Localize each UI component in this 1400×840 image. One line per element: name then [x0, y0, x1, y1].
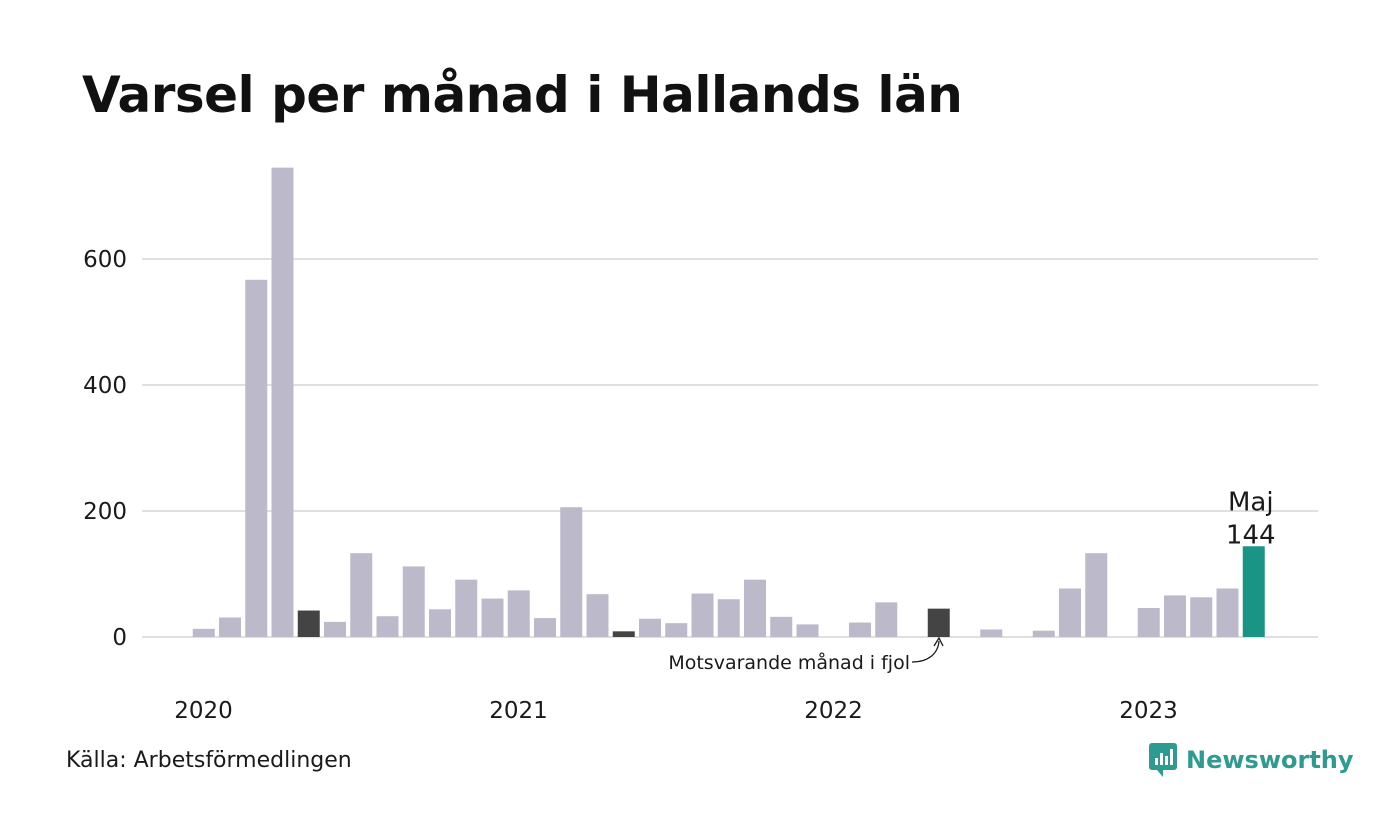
- bar-2020-02: [192, 628, 215, 637]
- bar-2022-01: [796, 624, 819, 637]
- bars: [192, 167, 1265, 637]
- x-tick-label-2020: 2020: [174, 698, 233, 724]
- bar-2020-09: [376, 616, 399, 637]
- bar-2022-03: [849, 622, 871, 637]
- bar-2020-07: [324, 621, 346, 637]
- source-note: Källa: Arbetsförmedlingen: [66, 748, 352, 773]
- newsworthy-logo-icon: [1149, 743, 1177, 777]
- x-tick-label-2022: 2022: [804, 698, 863, 724]
- bar-2021-09: [691, 593, 714, 637]
- bar-2022-06: [927, 608, 950, 637]
- y-tick-label: 400: [83, 373, 127, 399]
- bar-2022-04: [875, 602, 898, 637]
- bar-2021-06: [612, 631, 635, 637]
- highlight-value-label: 144: [1226, 520, 1276, 550]
- bar-2023-04: [1190, 597, 1213, 637]
- bar-undefined: [1242, 546, 1265, 637]
- brand-logo[interactable]: Newsworthy: [1148, 742, 1354, 778]
- bar-2023-05: [1216, 588, 1239, 637]
- bar-2021-12: [770, 616, 793, 637]
- bar-2020-11: [429, 609, 451, 637]
- bar-2020-10: [402, 566, 425, 637]
- y-axis-ticks: 0 200 400 600: [83, 247, 127, 651]
- bar-2023-03: [1164, 595, 1186, 637]
- bar-2020-08: [350, 553, 373, 637]
- y-tick-label: 200: [83, 499, 127, 525]
- highlight-label-group: Maj 144: [1226, 487, 1276, 550]
- highlight-month-label: Maj: [1228, 487, 1274, 517]
- annotation-text: Motsvarande månad i fjol: [668, 651, 910, 674]
- chart-title: Varsel per månad i Hallands län: [82, 66, 963, 124]
- bar-2020-04: [245, 279, 268, 637]
- x-tick-label-2021: 2021: [489, 698, 548, 724]
- bar-2022-10: [1032, 630, 1055, 637]
- annotation-arrow: [911, 640, 940, 663]
- bar-2020-03: [219, 617, 241, 637]
- bar-2021-11: [744, 579, 766, 637]
- annotation-arrowhead: [933, 636, 944, 647]
- y-tick-label: 600: [83, 247, 127, 273]
- bar-2021-01: [481, 598, 504, 637]
- bar-2021-05: [586, 594, 609, 637]
- bar-2022-12: [1085, 553, 1108, 637]
- bar-2021-08: [665, 623, 688, 637]
- bar-2020-12: [455, 579, 478, 637]
- annotation-group: Motsvarande månad i fjol: [668, 636, 944, 674]
- bar-2020-05: [271, 167, 294, 637]
- bar-2021-04: [560, 507, 583, 637]
- bar-2021-03: [534, 618, 556, 637]
- bar-2022-08: [980, 629, 1003, 637]
- bar-2021-10: [717, 599, 740, 637]
- bar-2020-06: [297, 610, 320, 637]
- x-tick-label-2023: 2023: [1119, 698, 1178, 724]
- y-tick-label: 0: [112, 625, 127, 651]
- bar-2021-02: [507, 590, 530, 637]
- bar-2021-07: [639, 618, 661, 637]
- brand-name: Newsworthy: [1186, 746, 1354, 774]
- x-axis-ticks: 2020 2021 2022 2023: [174, 698, 1178, 724]
- gridlines: [142, 258, 1318, 638]
- bar-2022-11: [1059, 588, 1081, 637]
- bar-2023-02: [1137, 608, 1160, 637]
